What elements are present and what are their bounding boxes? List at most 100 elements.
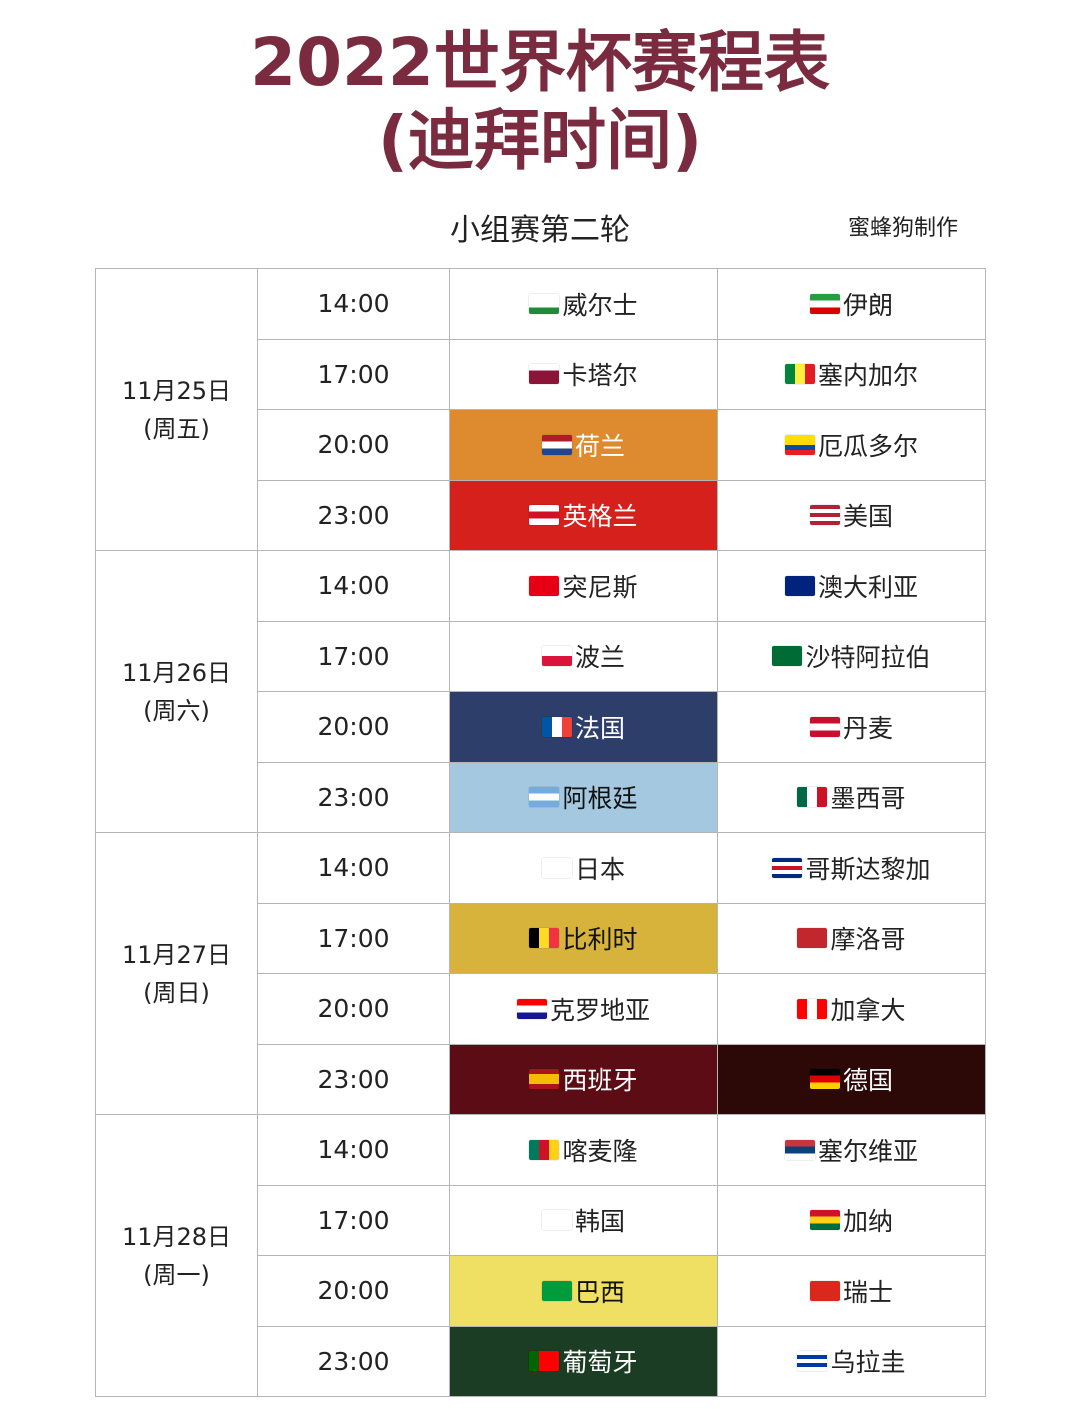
match-row: 17:00 比利时 摩洛哥 [96, 902, 986, 974]
team-name: 墨西哥 [830, 784, 906, 814]
team-name: 喀麦隆 [562, 1136, 638, 1166]
flag-icon [529, 1069, 560, 1090]
away-team-cell: 哥斯达黎加 [717, 832, 986, 904]
away-team-cell: 美国 [717, 479, 986, 551]
match-weekday: (周日) [143, 978, 210, 1007]
team-name: 葡萄牙 [562, 1348, 638, 1378]
away-team-cell: 摩洛哥 [717, 902, 986, 974]
flag-icon [784, 575, 815, 596]
schedule-table: 11月25日 (周五) 14:00 威尔士 伊朗 17:00 卡塔尔 塞内加尔 20:00 荷兰 厄… [95, 268, 986, 1397]
match-row: 23:00 英格兰 美国 [96, 479, 986, 551]
home-team-cell: 突尼斯 [449, 550, 718, 622]
flag-icon [529, 293, 560, 314]
away-team-cell: 澳大利亚 [717, 550, 986, 622]
away-team-cell: 塞内加尔 [717, 338, 986, 410]
team-name: 乌拉圭 [830, 1348, 906, 1378]
team-name: 德国 [842, 1066, 893, 1096]
away-team-cell: 厄瓜多尔 [717, 409, 986, 481]
home-team-cell: 比利时 [449, 902, 718, 974]
match-row: 20:00 法国 丹麦 [96, 691, 986, 763]
home-team-cell: 日本 [449, 832, 718, 904]
flag-icon [529, 575, 560, 596]
match-date: 11月27日 [121, 940, 232, 969]
round-label: 小组赛第二轮 [450, 213, 630, 248]
team-name: 西班牙 [562, 1066, 638, 1096]
team-name: 哥斯达黎加 [805, 854, 931, 884]
match-row: 17:00 波兰 沙特阿拉伯 [96, 620, 986, 692]
match-row: 23:00 阿根廷 墨西哥 [96, 761, 986, 833]
team-name: 克罗地亚 [549, 995, 650, 1025]
away-team-cell: 墨西哥 [717, 761, 986, 833]
team-name: 比利时 [562, 925, 638, 955]
kickoff-time: 17:00 [257, 902, 450, 974]
home-team-cell: 喀麦隆 [449, 1114, 718, 1186]
flag-icon [529, 928, 560, 949]
flag-icon [809, 1280, 840, 1301]
flag-icon [529, 1139, 560, 1160]
kickoff-time: 14:00 [257, 268, 450, 340]
home-team-cell: 巴西 [449, 1255, 718, 1327]
flag-icon [541, 1210, 572, 1231]
team-name: 丹麦 [842, 713, 893, 743]
flag-icon [529, 787, 560, 808]
match-row: 20:00 巴西 瑞士 [96, 1255, 986, 1327]
team-name: 威尔士 [562, 290, 638, 320]
home-team-cell: 韩国 [449, 1184, 718, 1256]
flag-icon [541, 646, 572, 667]
kickoff-time: 20:00 [257, 1255, 450, 1327]
flag-icon [797, 998, 828, 1019]
match-row: 20:00 克罗地亚 加拿大 [96, 973, 986, 1045]
page-subtitle-timezone: (迪拜时间) [377, 102, 703, 179]
team-name: 荷兰 [574, 431, 625, 461]
away-team-cell: 加拿大 [717, 973, 986, 1045]
home-team-cell: 英格兰 [449, 479, 718, 551]
match-row: 17:00 韩国 加纳 [96, 1184, 986, 1256]
team-name: 卡塔尔 [562, 361, 638, 391]
team-name: 英格兰 [562, 502, 638, 532]
flag-icon [784, 1139, 815, 1160]
flag-icon [809, 1069, 840, 1090]
flag-icon [541, 434, 572, 455]
flag-icon [797, 928, 828, 949]
flag-icon [784, 364, 815, 385]
flag-icon [529, 1351, 560, 1372]
match-row: 23:00 西班牙 德国 [96, 1043, 986, 1115]
page-title: 2022世界杯赛程表 [250, 24, 830, 101]
flag-icon [529, 364, 560, 385]
team-name: 突尼斯 [562, 572, 638, 602]
flag-icon [797, 1351, 828, 1372]
flag-icon [784, 434, 815, 455]
team-name: 法国 [574, 713, 625, 743]
flag-icon [541, 716, 572, 737]
kickoff-time: 20:00 [257, 691, 450, 763]
kickoff-time: 14:00 [257, 832, 450, 904]
date-cell: 11月26日 (周六) [95, 550, 258, 833]
team-name: 日本 [574, 854, 625, 884]
home-team-cell: 法国 [449, 691, 718, 763]
flag-icon [809, 1210, 840, 1231]
match-weekday: (周一) [143, 1260, 210, 1289]
kickoff-time: 23:00 [257, 1325, 450, 1397]
flag-icon [797, 787, 828, 808]
author-credit: 蜜蜂狗制作 [848, 216, 959, 241]
team-name: 塞内加尔 [817, 361, 918, 391]
team-name: 澳大利亚 [817, 572, 918, 602]
team-name: 阿根廷 [562, 784, 638, 814]
home-team-cell: 西班牙 [449, 1043, 718, 1115]
date-cell: 11月28日 (周一) [95, 1114, 258, 1397]
away-team-cell: 德国 [717, 1043, 986, 1115]
team-name: 伊朗 [842, 290, 893, 320]
team-name: 韩国 [574, 1207, 625, 1237]
away-team-cell: 丹麦 [717, 691, 986, 763]
match-date: 11月28日 [121, 1222, 232, 1251]
away-team-cell: 塞尔维亚 [717, 1114, 986, 1186]
match-weekday: (周五) [143, 414, 210, 443]
home-team-cell: 荷兰 [449, 409, 718, 481]
home-team-cell: 克罗地亚 [449, 973, 718, 1045]
away-team-cell: 瑞士 [717, 1255, 986, 1327]
team-name: 厄瓜多尔 [817, 431, 918, 461]
match-row: 11月26日 (周六) 14:00 突尼斯 澳大利亚 [95, 550, 986, 833]
team-name: 沙特阿拉伯 [805, 643, 931, 673]
match-weekday: (周六) [143, 696, 210, 725]
team-name: 美国 [842, 502, 893, 532]
